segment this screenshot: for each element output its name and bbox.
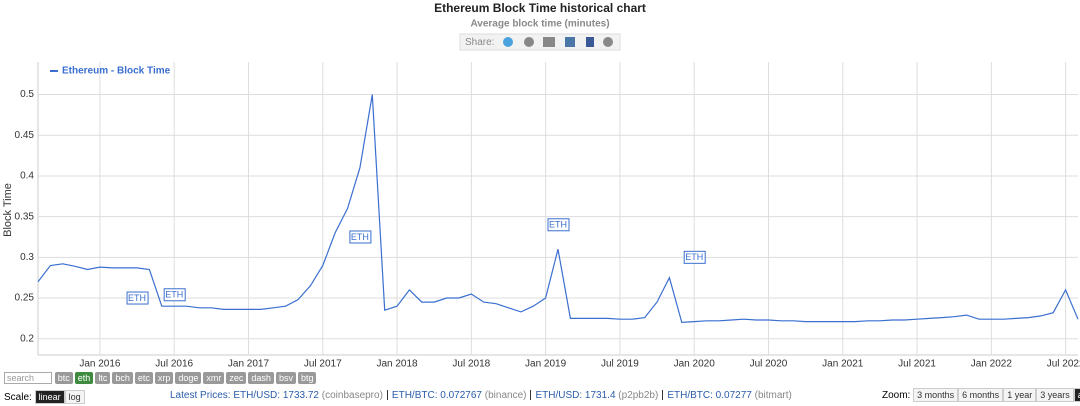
controls: search btc eth ltc bch etc xrp doge xmr zec dash b… [0, 368, 1080, 406]
zoom-button[interactable]: 3 years [1036, 388, 1074, 402]
coin-button[interactable]: xmr [203, 372, 225, 384]
x-tick-label: Jan 2018 [376, 359, 418, 368]
scale-buttons: linear log [34, 390, 85, 404]
y-tick-label: 0.4 [20, 171, 34, 182]
x-tick-label: Jan 2022 [971, 359, 1013, 368]
x-tick-label: Jan 2019 [525, 359, 567, 368]
y-tick-label: 0.5 [20, 89, 34, 100]
x-tick-label: Jan 2016 [79, 359, 121, 368]
coin-buttons: btc eth ltc bch etc xrp doge xmr zec dash bsv btg [54, 372, 319, 384]
y-tick-label: 0.3 [20, 252, 34, 263]
y-tick-label: 0.25 [15, 293, 35, 304]
price-pair: ETH/BTC: [667, 390, 713, 401]
x-tick-label: Jul 2022 [1047, 359, 1080, 368]
x-tick-label: Jul 2021 [898, 359, 936, 368]
x-tick-label: Jan 2017 [228, 359, 270, 368]
prices-label: Latest Prices: [170, 390, 231, 401]
coin-button[interactable]: btg [297, 372, 317, 384]
flag-box [349, 230, 372, 244]
zoom-label: Zoom: [882, 390, 911, 401]
share-label: Share: [465, 37, 494, 48]
chart: Ethereum Block Time historical chart Ave… [2, 1, 1080, 369]
chart-subtitle: Average block time (minutes) [470, 19, 609, 30]
coin-button[interactable]: eth [74, 372, 94, 384]
coin-button[interactable]: ltc [95, 372, 111, 384]
data-line [37, 94, 1079, 324]
flag-label: ETH [165, 290, 183, 300]
coin-button[interactable]: doge [175, 372, 202, 384]
price-value: 0.07277 [715, 390, 752, 401]
x-tick-label: Jul 2018 [452, 359, 490, 368]
latest-prices: Latest Prices: ETH/USD: 1733.72 (coinbas… [170, 390, 792, 401]
flag-box [683, 250, 706, 264]
price-value: 1731.4 [584, 390, 616, 401]
zoom-button[interactable]: 3 months [913, 388, 959, 402]
separator [530, 390, 532, 401]
price-source: (bitmart) [754, 390, 792, 401]
flag-label: ETH [685, 252, 703, 262]
price-pair: ETH/USD: [233, 390, 281, 401]
zoom-button[interactable]: all time [1073, 388, 1080, 402]
scale-button[interactable]: linear [34, 390, 65, 404]
y-tick-label: 0.2 [20, 333, 34, 344]
separator [386, 390, 388, 401]
price-source: (binance) [484, 390, 527, 401]
scale-label: Scale: [4, 392, 32, 403]
scale-button[interactable]: log [64, 390, 85, 404]
y-tick-label: 0.45 [15, 130, 35, 141]
zoom-button[interactable]: 1 year [1003, 388, 1037, 402]
share-icons[interactable] [503, 37, 613, 47]
flag-box [547, 218, 570, 232]
price-pair: ETH/USD: [535, 390, 583, 401]
coin-button[interactable]: btc [54, 372, 73, 384]
price-source: (p2pb2b) [618, 390, 659, 401]
x-tick-label: Jul 2019 [601, 359, 639, 368]
flag-box [163, 288, 186, 302]
flag-box [126, 291, 149, 305]
coin-button[interactable]: xrp [154, 372, 174, 384]
coin-button[interactable]: bch [112, 372, 133, 384]
price-source: (coinbasepro) [321, 390, 383, 401]
flag-label: ETH [351, 232, 369, 242]
flag-label: ETH [549, 220, 567, 230]
coin-button[interactable]: bsv [275, 372, 296, 384]
search-box[interactable]: search [4, 372, 52, 384]
x-tick-label: Jul 2016 [155, 359, 193, 368]
chart-title: Ethereum Block Time historical chart [434, 1, 646, 15]
y-tick-label: 0.35 [15, 211, 35, 222]
x-tick-label: Jan 2021 [822, 359, 864, 368]
y-axis-label: Block Time [2, 183, 14, 237]
legend-label: Ethereum - Block Time [62, 66, 171, 77]
x-tick-label: Jul 2017 [304, 359, 342, 368]
zoom-button[interactable]: 6 months [958, 388, 1004, 402]
coin-button[interactable]: dash [248, 372, 274, 384]
x-tick-label: Jul 2020 [750, 359, 788, 368]
price-pair: ETH/BTC: [391, 390, 438, 401]
share-bar [459, 33, 621, 51]
coin-button[interactable]: zec [226, 372, 247, 384]
price-value: 0.072767 [440, 390, 482, 401]
flag-label: ETH [128, 293, 146, 303]
separator [662, 390, 664, 401]
price-value: 1733.72 [282, 390, 319, 401]
x-tick-label: Jan 2020 [674, 359, 716, 368]
coin-button[interactable]: etc [134, 372, 153, 384]
